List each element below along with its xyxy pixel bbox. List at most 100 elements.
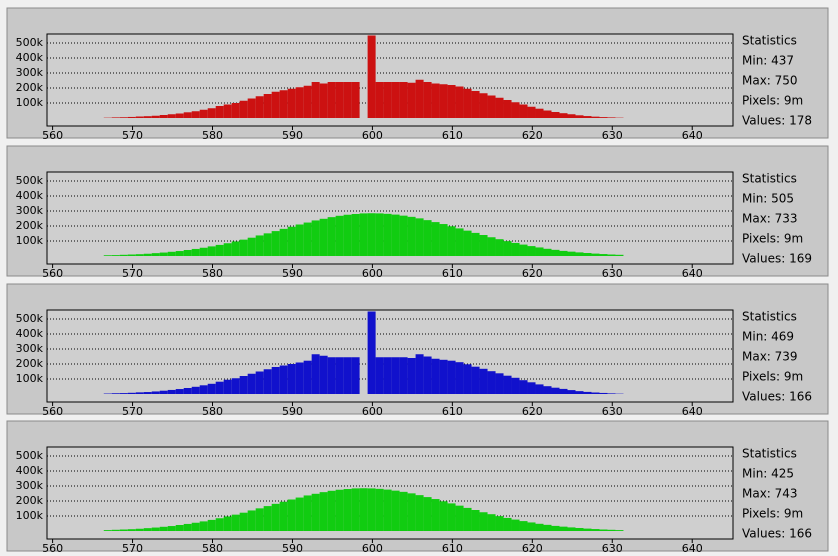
x-tick-label: 630	[602, 405, 623, 418]
statistics-text: Statistics	[742, 447, 797, 461]
histogram-bar	[471, 366, 480, 394]
histogram-bar	[239, 239, 248, 256]
histogram-bar	[551, 525, 560, 531]
statistics-text: Min: 469	[742, 330, 794, 344]
histogram-bar	[303, 495, 312, 531]
histogram-bar	[447, 503, 456, 531]
histogram-bar	[167, 389, 176, 394]
histogram-bar	[519, 380, 528, 394]
histogram-bar	[399, 82, 408, 118]
histogram-bar	[119, 254, 128, 256]
histogram-bar	[239, 100, 248, 118]
histogram-bar	[423, 82, 432, 118]
histogram-bar	[415, 218, 424, 256]
histogram-bar	[143, 116, 152, 118]
histogram-bar	[495, 97, 504, 118]
histogram-bar	[175, 251, 184, 256]
x-tick-label: 610	[442, 129, 463, 142]
histogram-bar	[303, 360, 312, 394]
statistics-text: Values: 166	[742, 390, 812, 404]
histogram-bar	[439, 224, 448, 256]
histogram-bar	[583, 391, 592, 394]
histogram-bar	[519, 521, 528, 531]
histogram-bar	[583, 116, 592, 118]
histogram-bar	[247, 237, 256, 256]
histogram-bar	[447, 360, 456, 394]
histogram-bar	[167, 526, 176, 531]
histogram-bar	[191, 111, 200, 118]
histogram-bar	[303, 222, 312, 256]
histogram-bar	[407, 82, 416, 118]
histogram-bar	[559, 388, 568, 394]
histogram-bar	[471, 91, 480, 118]
histogram-bar	[239, 376, 248, 394]
statistics-text: Max: 743	[742, 487, 798, 501]
histogram-bar	[143, 528, 152, 531]
histogram-bar	[207, 246, 216, 256]
histogram-bar	[567, 390, 576, 394]
histogram-bar	[255, 508, 264, 531]
histogram-bar	[511, 377, 520, 394]
histogram-bar	[311, 493, 320, 531]
x-tick-label: 570	[122, 405, 143, 418]
histogram-bar	[311, 220, 320, 256]
x-tick-label: 640	[682, 267, 703, 280]
histogram-bar	[327, 82, 336, 118]
histogram-bar	[463, 507, 472, 531]
histogram-bar	[599, 529, 608, 531]
histogram-bar	[159, 526, 168, 531]
histogram-bar	[535, 384, 544, 394]
histogram-bar	[143, 253, 152, 256]
histogram-bar	[551, 112, 560, 118]
histogram-bar	[279, 365, 288, 394]
histogram-bar	[519, 244, 528, 256]
histogram-bar	[503, 241, 512, 256]
histogram-bar	[343, 82, 352, 118]
y-tick-label: 100k	[16, 234, 44, 247]
histogram-bar	[135, 254, 144, 256]
histogram-bar	[151, 527, 160, 531]
histogram-bar	[223, 516, 232, 531]
histogram-bar	[207, 108, 216, 118]
histogram-bar	[431, 358, 440, 394]
histogram-bar	[399, 491, 408, 531]
histogram-bar	[367, 213, 376, 256]
statistics-text: Pixels: 9m	[742, 94, 803, 108]
histogram-bar	[279, 228, 288, 256]
histogram-bar	[295, 497, 304, 531]
x-tick-label: 580	[202, 129, 223, 142]
histogram-bar	[319, 492, 328, 531]
histogram-bar	[599, 392, 608, 394]
histogram-bar	[527, 246, 536, 256]
y-tick-label: 200k	[16, 357, 44, 370]
histogram-bar	[407, 216, 416, 256]
histogram-bar	[199, 247, 208, 256]
histogram-bar	[415, 495, 424, 531]
histogram-bar	[295, 224, 304, 256]
histogram-bar	[567, 251, 576, 256]
histogram-bar	[175, 389, 184, 394]
histogram-bar	[335, 489, 344, 531]
y-tick-label: 500k	[16, 312, 44, 325]
histogram-bar	[247, 510, 256, 531]
histogram-bar	[287, 364, 296, 394]
x-tick-label: 620	[522, 267, 543, 280]
x-tick-label: 560	[42, 267, 63, 280]
histogram-bar	[559, 250, 568, 256]
histogram-bar	[423, 220, 432, 256]
histogram-bar	[287, 226, 296, 256]
histogram-bar	[159, 115, 168, 118]
histogram-bar	[111, 393, 120, 394]
histogram-bar	[383, 82, 392, 118]
x-tick-label: 630	[602, 542, 623, 555]
y-tick-label: 100k	[16, 96, 44, 109]
histogram-bar	[255, 96, 264, 118]
statistics-text: Values: 166	[742, 527, 812, 541]
histogram-bar	[103, 530, 112, 531]
histogram-bar	[127, 529, 136, 531]
histogram-bar	[103, 255, 112, 256]
histogram-bar	[599, 254, 608, 256]
histogram-bar	[503, 517, 512, 531]
histogram-bar	[359, 488, 368, 531]
